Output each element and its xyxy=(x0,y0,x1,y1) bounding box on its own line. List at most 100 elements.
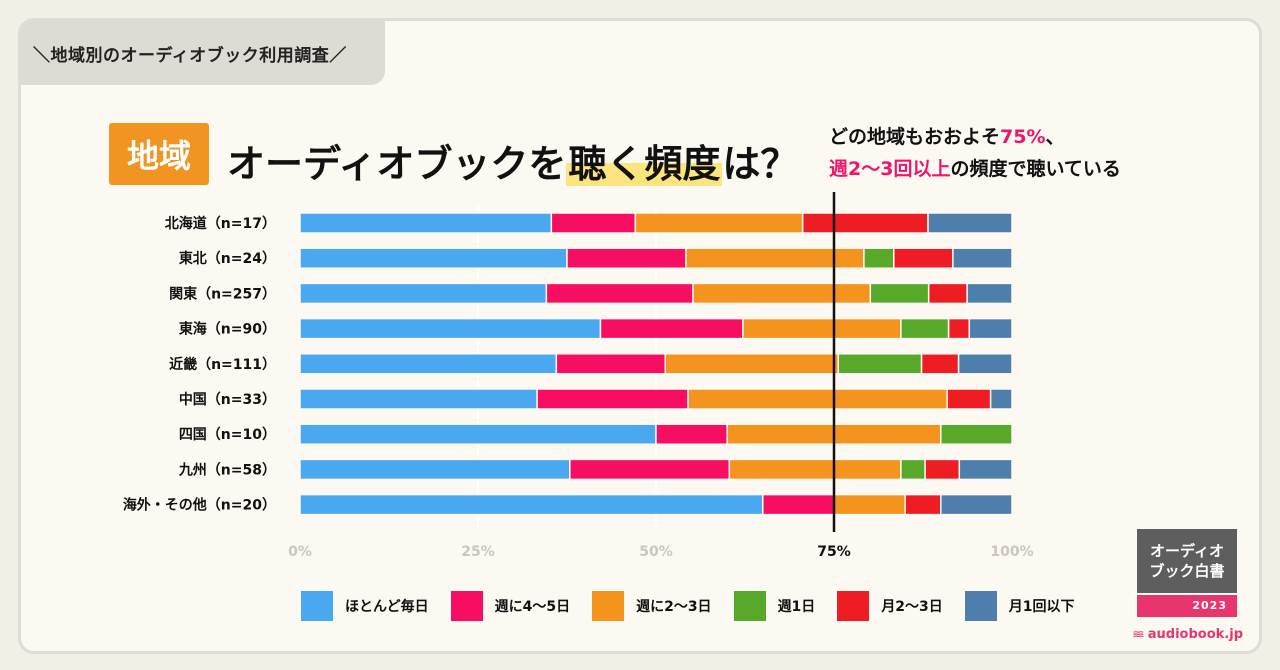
title-text-after: は？ xyxy=(722,142,799,186)
bar-segment xyxy=(299,423,657,445)
site-text: audiobook.jp xyxy=(1147,627,1243,642)
bar-segment xyxy=(863,247,895,269)
note-line-2: 週2〜3回以上の頻度で聴いている xyxy=(829,153,1121,185)
legend-label: 週に4〜5日 xyxy=(494,599,571,615)
main-title: オーディオブックを聴く頻度は？ xyxy=(227,133,798,188)
legend-label: 週1日 xyxy=(777,599,816,615)
bar-segment xyxy=(299,317,602,340)
bar-segment xyxy=(299,212,553,234)
bar-segment xyxy=(947,317,971,340)
bar-segment xyxy=(299,388,538,410)
bar-segment xyxy=(946,388,992,410)
legend-swatch xyxy=(733,591,766,621)
x-tick-label: 0% xyxy=(288,544,312,560)
bar-segment xyxy=(924,458,961,481)
bar-segment xyxy=(599,317,744,340)
legend-label: 月1回以下 xyxy=(1008,599,1075,615)
note-comma: 、 xyxy=(1045,126,1065,148)
bar-segment xyxy=(801,212,929,234)
x-tick-label: 100% xyxy=(990,544,1033,560)
bar-segment xyxy=(536,388,689,410)
bar-segment xyxy=(957,353,1013,375)
legend-swatch xyxy=(301,591,333,621)
bar-segment xyxy=(958,458,1013,481)
bar-segment xyxy=(940,423,1013,445)
note-emph-75: 75% xyxy=(1000,126,1046,148)
bar-segment xyxy=(900,317,950,340)
region-badge: 地域 xyxy=(109,123,209,185)
bar-segment xyxy=(687,388,948,410)
card: ＼地域別のオーディオブック利用調査／ 地域 オーディオブックを聴く頻度は？ どの… xyxy=(18,18,1262,654)
legend-label: ほとんど毎日 xyxy=(345,599,429,615)
legend-item: 週1日 xyxy=(733,591,816,621)
bar-segment xyxy=(685,247,865,269)
bar-segment xyxy=(869,282,930,305)
legend-label: 週に2〜3日 xyxy=(636,599,712,615)
x-tick-label: 75% xyxy=(817,544,851,560)
bar-segment xyxy=(728,458,902,481)
bar-segment xyxy=(664,353,840,375)
site-link: audiobook.jp xyxy=(1133,627,1243,642)
category-label: 関東（n=257） xyxy=(169,285,276,302)
bar-segment xyxy=(569,458,731,481)
category-label: 中国（n=33） xyxy=(179,391,276,408)
legend-swatch xyxy=(964,591,997,621)
legend-item: ほとんど毎日 xyxy=(301,591,429,621)
survey-header-tab: ＼地域別のオーディオブック利用調査／ xyxy=(21,21,385,85)
bar-segment xyxy=(634,212,804,234)
logo-box: オーディオ ブック白書 xyxy=(1137,529,1237,593)
bar-segment xyxy=(940,493,1013,516)
logo-year: 2023 xyxy=(1137,595,1237,617)
legend-swatch xyxy=(837,591,870,621)
title-text-before: オーディオブックを xyxy=(227,142,567,186)
category-label: 近畿（n=111） xyxy=(169,356,276,373)
note-prefix: どの地域もおおよそ xyxy=(829,126,1001,148)
legend-label: 月2〜3日 xyxy=(881,599,943,615)
title-highlight: 聴く頻度 xyxy=(566,142,723,186)
note-line-1: どの地域もおおよそ75%、 xyxy=(829,121,1121,153)
bar-segment xyxy=(900,458,926,481)
bar-segment xyxy=(893,247,954,269)
category-label: 海外・その他（n=20） xyxy=(123,497,276,514)
bar-segment xyxy=(299,353,558,375)
bar-segment xyxy=(968,317,1013,340)
bar-segment xyxy=(545,282,694,305)
book-icon xyxy=(1133,630,1144,637)
bar-segment xyxy=(927,282,968,305)
bar-segment xyxy=(550,212,637,234)
bar-segment xyxy=(742,317,902,340)
bar-segment xyxy=(837,353,923,375)
logo-line-1: オーディオ xyxy=(1150,542,1224,560)
bar-segment xyxy=(299,458,571,481)
bar-segment xyxy=(655,423,728,445)
bar-segment xyxy=(692,282,872,305)
bar-segment xyxy=(299,282,548,305)
x-tick-label: 25% xyxy=(461,544,495,560)
category-label: 北海道（n=17） xyxy=(165,215,276,232)
bar-segment xyxy=(566,247,687,269)
bar-segment xyxy=(989,388,1013,410)
bar-segment xyxy=(762,493,835,516)
bar-segment xyxy=(927,212,1013,234)
category-label: 四国（n=10） xyxy=(179,427,276,443)
chart-legend: ほとんど毎日 週に4〜5日 週に2〜3日 週1日 月2〜3日 月1回以下 xyxy=(301,591,1097,621)
legend-item: 月2〜3日 xyxy=(837,591,943,621)
audiobook-hakusho-logo: オーディオ ブック白書 2023 audiobook.jp xyxy=(1133,529,1243,642)
legend-swatch xyxy=(450,591,483,621)
bar-segment xyxy=(920,353,960,375)
x-tick-label: 50% xyxy=(639,544,673,560)
bar-segment xyxy=(555,353,667,375)
bar-segment xyxy=(952,247,1013,269)
bar-segment xyxy=(966,282,1013,305)
bar-segment xyxy=(299,493,764,516)
category-label: 東北（n=24） xyxy=(179,250,276,267)
summary-note: どの地域もおおよそ75%、 週2〜3回以上の頻度で聴いている xyxy=(829,121,1121,185)
bar-segment xyxy=(833,493,906,516)
logo-line-2: ブック白書 xyxy=(1149,562,1225,580)
category-label: 東海（n=90） xyxy=(179,321,276,338)
note-emph-weekly: 週2〜3回以上 xyxy=(829,158,951,180)
bar-segment xyxy=(299,247,568,269)
note-suffix: の頻度で聴いている xyxy=(950,158,1121,180)
legend-item: 月1回以下 xyxy=(964,591,1075,621)
